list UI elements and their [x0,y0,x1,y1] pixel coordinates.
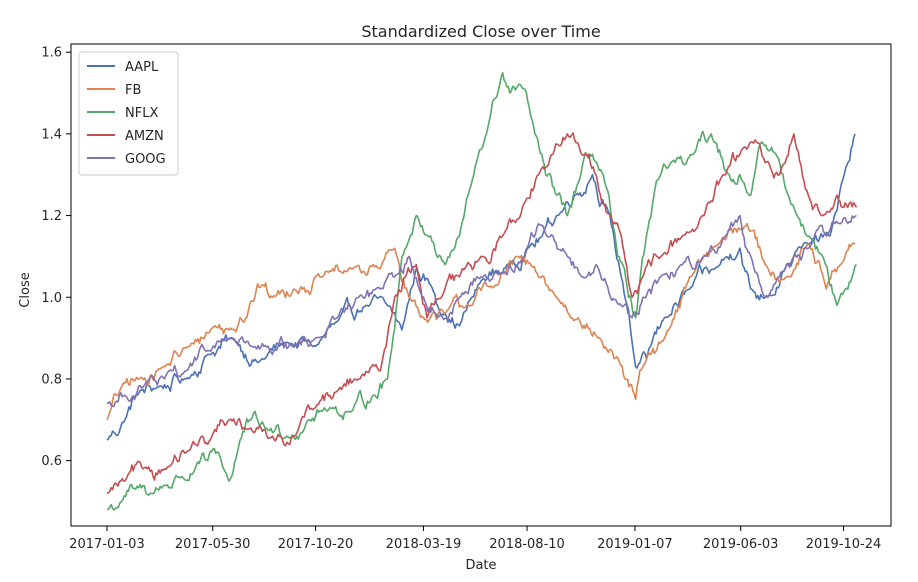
chart-title: Standardized Close over Time [361,22,600,41]
y-tick-label: 0.8 [41,372,62,387]
legend-frame [78,51,179,176]
y-tick-label: 1.0 [41,291,62,306]
x-tick-label: 2018-03-19 [386,537,462,552]
y-axis-label: Close [18,272,33,307]
y-tick-label: 0.6 [41,454,62,469]
series-line-aapl [106,133,856,441]
x-tick-label: 2017-05-30 [175,537,251,552]
x-tick-label: 2019-06-03 [703,537,779,552]
x-tick-label: 2017-10-20 [278,537,354,552]
series-line-fb [106,222,856,421]
x-tick-label: 2017-01-03 [69,537,145,552]
x-tick-label: 2019-10-24 [806,537,882,552]
legend: AAPL FB NFLX AMZN GOOG [78,51,179,176]
plot-area: 0.60.81.01.21.41.6 2017-01-03 2017-05-30 2… [41,43,892,552]
x-axis-label: Date [465,558,496,573]
y-tick-label: 1.6 [41,46,62,61]
y-axis: 0.6 0.8 1.0 1.2 1.4 1.6 [41,46,71,469]
x-tick-label: 2018-08-10 [489,537,565,552]
series-line-goog [106,214,857,408]
y-tick-label: 1.4 [41,127,62,142]
plot-frame [70,43,892,527]
legend-label-fb: FB [125,83,141,98]
series-line-nflx [106,71,858,511]
legend-label-aapl: AAPL [125,60,159,75]
y-tick-label: 1.2 [41,209,62,224]
x-tick-label: 2019-01-07 [597,537,673,552]
legend-label-nflx: NFLX [125,106,158,121]
legend-label-goog: GOOG [125,152,166,167]
series-line-amzn [106,132,858,495]
x-axis: 2017-01-03 2017-05-30 2017-10-20 2018-03-19… [69,526,881,552]
series-layer [106,71,858,511]
legend-label-amzn: AMZN [125,129,164,144]
